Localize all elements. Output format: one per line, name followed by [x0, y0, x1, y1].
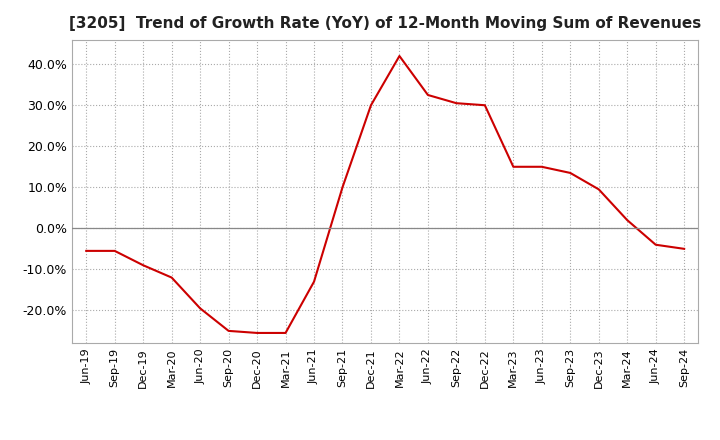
Title: [3205]  Trend of Growth Rate (YoY) of 12-Month Moving Sum of Revenues: [3205] Trend of Growth Rate (YoY) of 12-… — [69, 16, 701, 32]
